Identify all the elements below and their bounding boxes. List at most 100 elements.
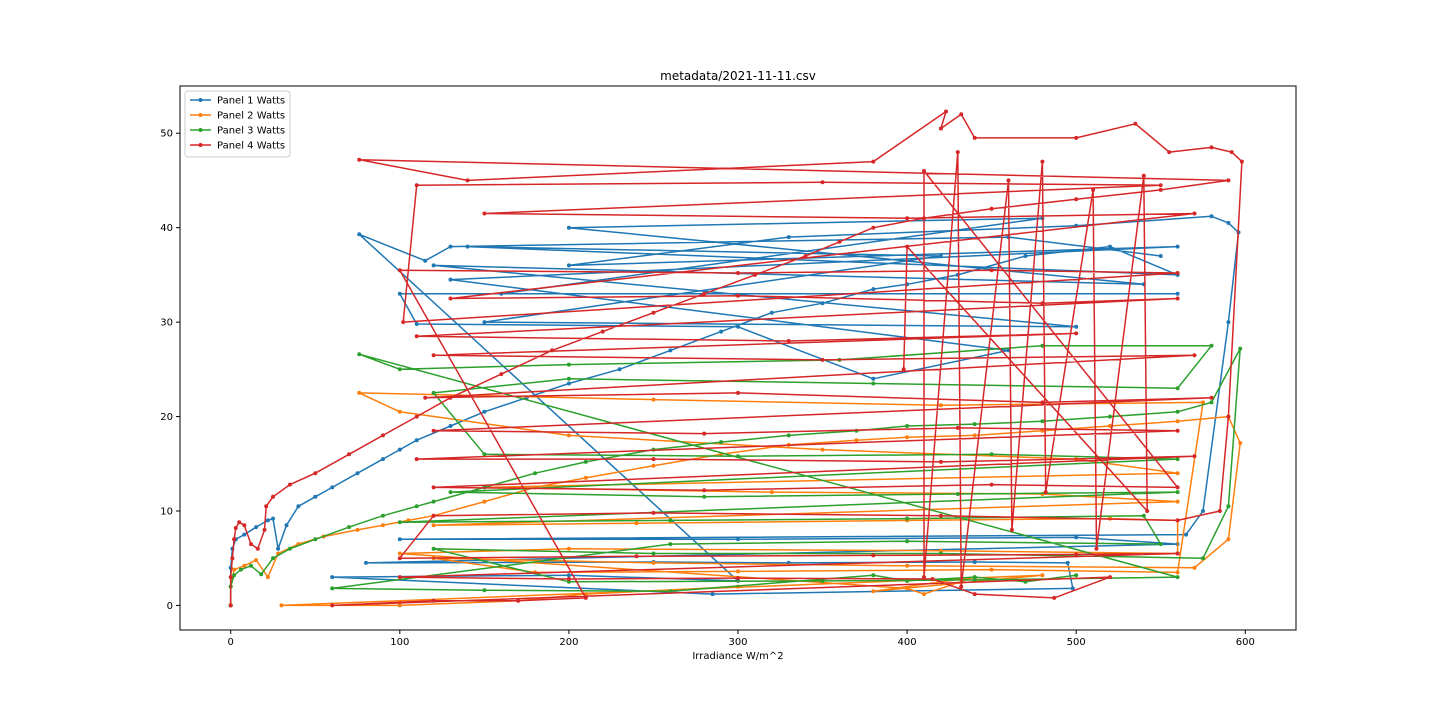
series-2-point	[938, 403, 943, 408]
series-4-point	[1141, 173, 1146, 178]
series-3-point	[1158, 542, 1163, 547]
series-2-point	[1108, 424, 1112, 428]
series-1-point	[330, 485, 335, 490]
series-1-point	[938, 254, 943, 258]
series-1-point	[397, 447, 402, 452]
series-1-point	[1226, 220, 1231, 225]
series-3-point	[533, 471, 538, 476]
x-tick-label: 300	[728, 637, 747, 648]
series-4-point	[264, 504, 269, 509]
series-2-point	[1201, 400, 1205, 405]
series-4-point	[431, 598, 436, 603]
series-1-point	[1209, 214, 1214, 219]
series-4-point	[255, 546, 260, 551]
series-4-point	[1108, 575, 1112, 580]
series-4-point	[262, 527, 267, 532]
series-3-point	[1175, 575, 1180, 580]
legend-item: Panel 1 Watts	[190, 96, 285, 107]
series-3-point	[448, 490, 453, 495]
series-1-point	[820, 301, 825, 306]
series-4-point	[414, 334, 419, 339]
series-4-point	[431, 485, 436, 490]
series-2-point	[397, 409, 402, 414]
series-3-point	[1238, 346, 1243, 351]
series-3-point	[736, 454, 740, 459]
series-4-point	[397, 556, 402, 561]
legend: Panel 1 Watts Panel 2 Watts Panel 3 Watts P…	[184, 90, 291, 158]
series-3-point	[820, 578, 825, 583]
series-3-point	[871, 573, 876, 578]
series-4-point	[232, 537, 237, 542]
series-1-point	[296, 504, 301, 509]
series-1-point	[566, 225, 571, 230]
series-2-point	[1238, 441, 1243, 445]
series-4-point	[901, 367, 906, 372]
series-1-point	[397, 291, 402, 296]
series-4-point	[702, 431, 707, 436]
series-3-point	[989, 452, 994, 457]
series-4-point	[1009, 527, 1014, 532]
series-1-point	[710, 592, 715, 597]
series-4-point	[1133, 121, 1138, 126]
series-1-point	[330, 575, 335, 580]
series-4-point	[228, 575, 233, 580]
series-4-point	[1175, 296, 1180, 301]
series-2-point	[355, 527, 360, 532]
series-4-point	[989, 206, 994, 211]
series-4-point	[1192, 353, 1197, 358]
series-4-point	[1006, 178, 1011, 183]
series-4-point	[786, 339, 791, 343]
series-1-point	[1023, 254, 1028, 258]
series-3-point	[431, 499, 436, 504]
series-1-point	[1074, 324, 1079, 329]
series-4-point	[516, 598, 521, 603]
series-4-point	[1175, 551, 1180, 556]
series-3-point	[668, 518, 673, 523]
series-2-point	[1040, 573, 1045, 578]
series-4-point	[1158, 187, 1163, 192]
series-2-point	[938, 548, 943, 553]
legend-marker	[198, 98, 203, 102]
series-1-point	[736, 324, 740, 329]
series-4-point	[634, 554, 639, 559]
y-tick-label: 10	[160, 507, 173, 518]
series-2-point	[871, 589, 876, 594]
series-3-point	[238, 567, 243, 572]
series-4-point	[922, 575, 926, 580]
legend-label: Panel 3 Watts	[217, 126, 285, 137]
series-4-point	[1192, 211, 1197, 216]
x-tick-label: 400	[898, 637, 917, 648]
series-1-point	[284, 523, 289, 528]
series-4-point	[423, 395, 428, 400]
series-4-point	[803, 254, 808, 258]
series-2-point	[1175, 570, 1180, 575]
legend-marker	[198, 143, 203, 147]
series-2-point	[820, 447, 825, 452]
series-3-point	[347, 525, 352, 530]
series-4-point	[944, 109, 948, 114]
series-4-point	[431, 513, 436, 518]
series-4-point	[972, 592, 977, 597]
legend-marker	[198, 113, 203, 117]
series-4-line	[229, 110, 1243, 607]
series-2-point	[972, 433, 977, 438]
series-1-point	[482, 409, 487, 414]
series-3-point	[905, 516, 910, 521]
series-4-point	[955, 425, 960, 430]
series-4-point	[1167, 150, 1172, 155]
series-4-point	[397, 575, 402, 580]
series-3-point	[287, 546, 292, 551]
series-1-point	[566, 263, 571, 268]
series-1-point	[786, 235, 791, 240]
series-2-point	[634, 521, 639, 526]
series-4-point	[230, 556, 235, 561]
series-2-point	[905, 435, 910, 440]
y-tick-label: 50	[160, 129, 173, 140]
series-1-point	[357, 232, 362, 237]
series-4-point	[871, 553, 876, 558]
series-3-point	[972, 575, 977, 580]
series-4-point	[871, 159, 876, 164]
series-4-point	[736, 293, 740, 298]
series-4-point	[1175, 428, 1180, 433]
